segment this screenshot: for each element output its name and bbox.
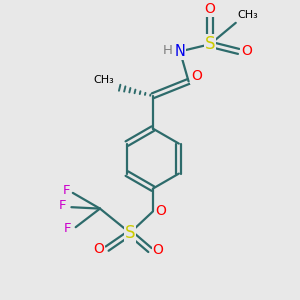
- Text: O: O: [153, 243, 164, 257]
- Text: O: O: [191, 69, 202, 83]
- Text: H: H: [163, 44, 173, 57]
- Text: CH₃: CH₃: [93, 75, 114, 85]
- Text: O: O: [155, 205, 166, 218]
- Text: CH₃: CH₃: [237, 10, 258, 20]
- Text: S: S: [205, 35, 215, 53]
- Text: N: N: [175, 44, 185, 59]
- Text: S: S: [125, 224, 135, 242]
- Text: F: F: [59, 199, 67, 212]
- Text: O: O: [205, 2, 215, 16]
- Text: F: F: [63, 184, 70, 197]
- Text: F: F: [64, 222, 71, 235]
- Text: O: O: [94, 242, 105, 256]
- Text: O: O: [241, 44, 252, 58]
